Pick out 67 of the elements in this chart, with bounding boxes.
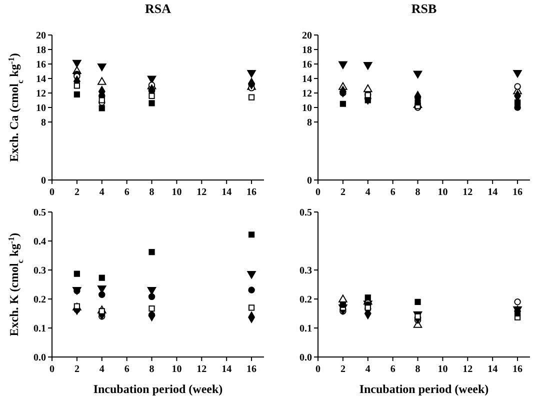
y-tick-label: 0.4: [34, 236, 46, 248]
x-tick-label: 2: [340, 364, 346, 375]
x-tick-label: 16: [246, 187, 257, 198]
x-tick-label: 4: [99, 364, 104, 375]
x-tick-label: 4: [365, 364, 370, 375]
y-tick-label: 0.2: [300, 294, 312, 306]
y-tick-label: 10: [302, 102, 312, 114]
x-tick-label: 0: [50, 364, 54, 375]
chart-title: RSA: [144, 1, 172, 16]
x-tick-label: 12: [196, 364, 207, 375]
x-tick-label: 2: [74, 364, 80, 375]
y-tick-label: 16: [302, 59, 312, 70]
x-tick-label: 12: [196, 187, 207, 198]
y-tick-label: 0.5: [34, 207, 46, 218]
y-tick-label: 0.3: [34, 265, 46, 276]
x-axis-title: Incubation period (week): [359, 382, 489, 396]
y-tick-label: 8: [41, 117, 46, 128]
y-tick-label: 0.0: [300, 352, 312, 364]
x-tick-label: 8: [149, 187, 154, 198]
y-tick-label: 8: [307, 117, 312, 128]
x-tick-label: 14: [222, 364, 232, 375]
x-tick-label: 4: [99, 187, 104, 198]
y-tick-label: 14: [36, 74, 46, 85]
y-tick-label: 0.0: [34, 352, 46, 364]
x-tick-label: 0: [316, 364, 320, 375]
y-tick-label: 0.1: [300, 323, 312, 334]
y-tick-label: 12: [302, 88, 312, 100]
x-tick-label: 10: [438, 187, 448, 198]
x-tick-label: 6: [390, 187, 396, 198]
x-tick-label: 6: [124, 364, 130, 375]
y-tick-label: 18: [36, 44, 46, 56]
x-tick-label: 14: [488, 364, 498, 375]
x-tick-label: 10: [438, 364, 448, 375]
x-tick-label: 0: [50, 187, 54, 198]
y-tick-label: 10: [36, 102, 46, 114]
y-tick-label: 14: [302, 74, 312, 85]
y-tick-label: 0: [307, 175, 312, 186]
x-tick-label: 6: [124, 187, 130, 198]
x-tick-label: 16: [512, 187, 523, 198]
y-tick-label: 0.3: [300, 265, 312, 276]
x-tick-label: 16: [512, 364, 523, 375]
y-tick-label: 0.5: [300, 207, 312, 218]
x-tick-label: 0: [316, 187, 320, 198]
x-tick-label: 8: [415, 364, 420, 375]
y-tick-label: 18: [302, 44, 312, 56]
x-tick-label: 10: [172, 187, 182, 198]
x-tick-label: 2: [340, 187, 346, 198]
y-tick-label: 20: [36, 30, 46, 42]
y-tick-label: 12: [36, 88, 46, 100]
y-tick-label: 0.2: [34, 294, 46, 306]
x-tick-label: 16: [246, 364, 257, 375]
x-tick-label: 12: [462, 364, 473, 375]
x-tick-label: 10: [172, 364, 182, 375]
y-tick-label: 0: [41, 175, 46, 186]
y-tick-label: 0.1: [34, 323, 46, 334]
x-tick-label: 4: [365, 187, 370, 198]
x-tick-label: 14: [222, 187, 232, 198]
x-tick-label: 6: [390, 364, 396, 375]
x-tick-label: 14: [488, 187, 498, 198]
y-tick-label: 20: [302, 30, 312, 42]
x-tick-label: 8: [415, 187, 420, 198]
x-tick-label: 8: [149, 364, 154, 375]
x-tick-label: 2: [74, 187, 80, 198]
chart-title: RSB: [411, 1, 437, 16]
x-tick-label: 12: [462, 187, 473, 198]
x-axis-title: Incubation period (week): [93, 382, 223, 396]
y-tick-label: 16: [36, 59, 46, 70]
